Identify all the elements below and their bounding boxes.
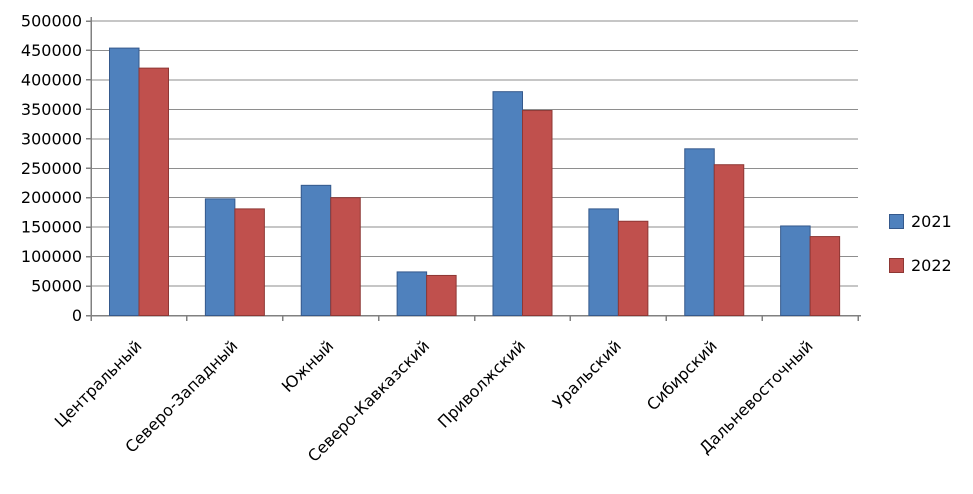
y-tick-label: 250000 (21, 159, 82, 178)
x-category-label: Сибирский (643, 336, 721, 414)
x-category-label: Центральный (51, 336, 146, 431)
chart-legend: 2021 2022 (889, 212, 952, 275)
x-category-label: Южный (278, 336, 338, 396)
y-tick-label: 50000 (31, 277, 82, 296)
bar-2022-Сибирский (713, 164, 745, 316)
y-tick-label: 350000 (21, 100, 82, 119)
y-tick-label: 300000 (21, 129, 82, 148)
y-tick-label: 150000 (21, 218, 82, 237)
legend-swatch-2022 (889, 258, 904, 273)
legend-swatch-2021 (889, 214, 904, 229)
bar-2021-Северо-Кавказский (396, 271, 428, 316)
bar-2021-Центральный (109, 47, 140, 317)
bar-2021-Уральский (588, 208, 619, 317)
bar-2021-Сибирский (684, 148, 715, 316)
x-category-label: Уральский (549, 336, 625, 412)
bar-2022-Северо-Кавказский (426, 274, 457, 316)
x-category-label: Приволжский (434, 336, 529, 431)
bar-2022-Дальневосточный (809, 236, 841, 317)
bar-2021-Дальневосточный (780, 225, 811, 316)
bar-2022-Южный (330, 197, 361, 316)
y-tick-label: 200000 (21, 188, 82, 207)
bar-2022-Уральский (617, 220, 649, 316)
bar-2021-Южный (300, 184, 332, 316)
y-tick-label: 100000 (21, 247, 82, 266)
bar-2021-Северо-Западный (204, 198, 236, 317)
y-tick-label: 0 (72, 306, 82, 325)
bar-2021-Приволжский (492, 91, 523, 317)
y-tick-label: 500000 (21, 12, 82, 31)
y-tick-label: 400000 (21, 70, 82, 89)
legend-item-2022: 2022 (889, 256, 952, 275)
legend-label: 2021 (911, 212, 952, 231)
bar-2022-Приволжский (522, 110, 553, 316)
y-tick-label: 450000 (21, 41, 82, 60)
bar-2022-Центральный (138, 67, 169, 317)
legend-label: 2022 (911, 256, 952, 275)
legend-item-2021: 2021 (889, 212, 952, 231)
bar-2022-Северо-Западный (234, 208, 265, 317)
